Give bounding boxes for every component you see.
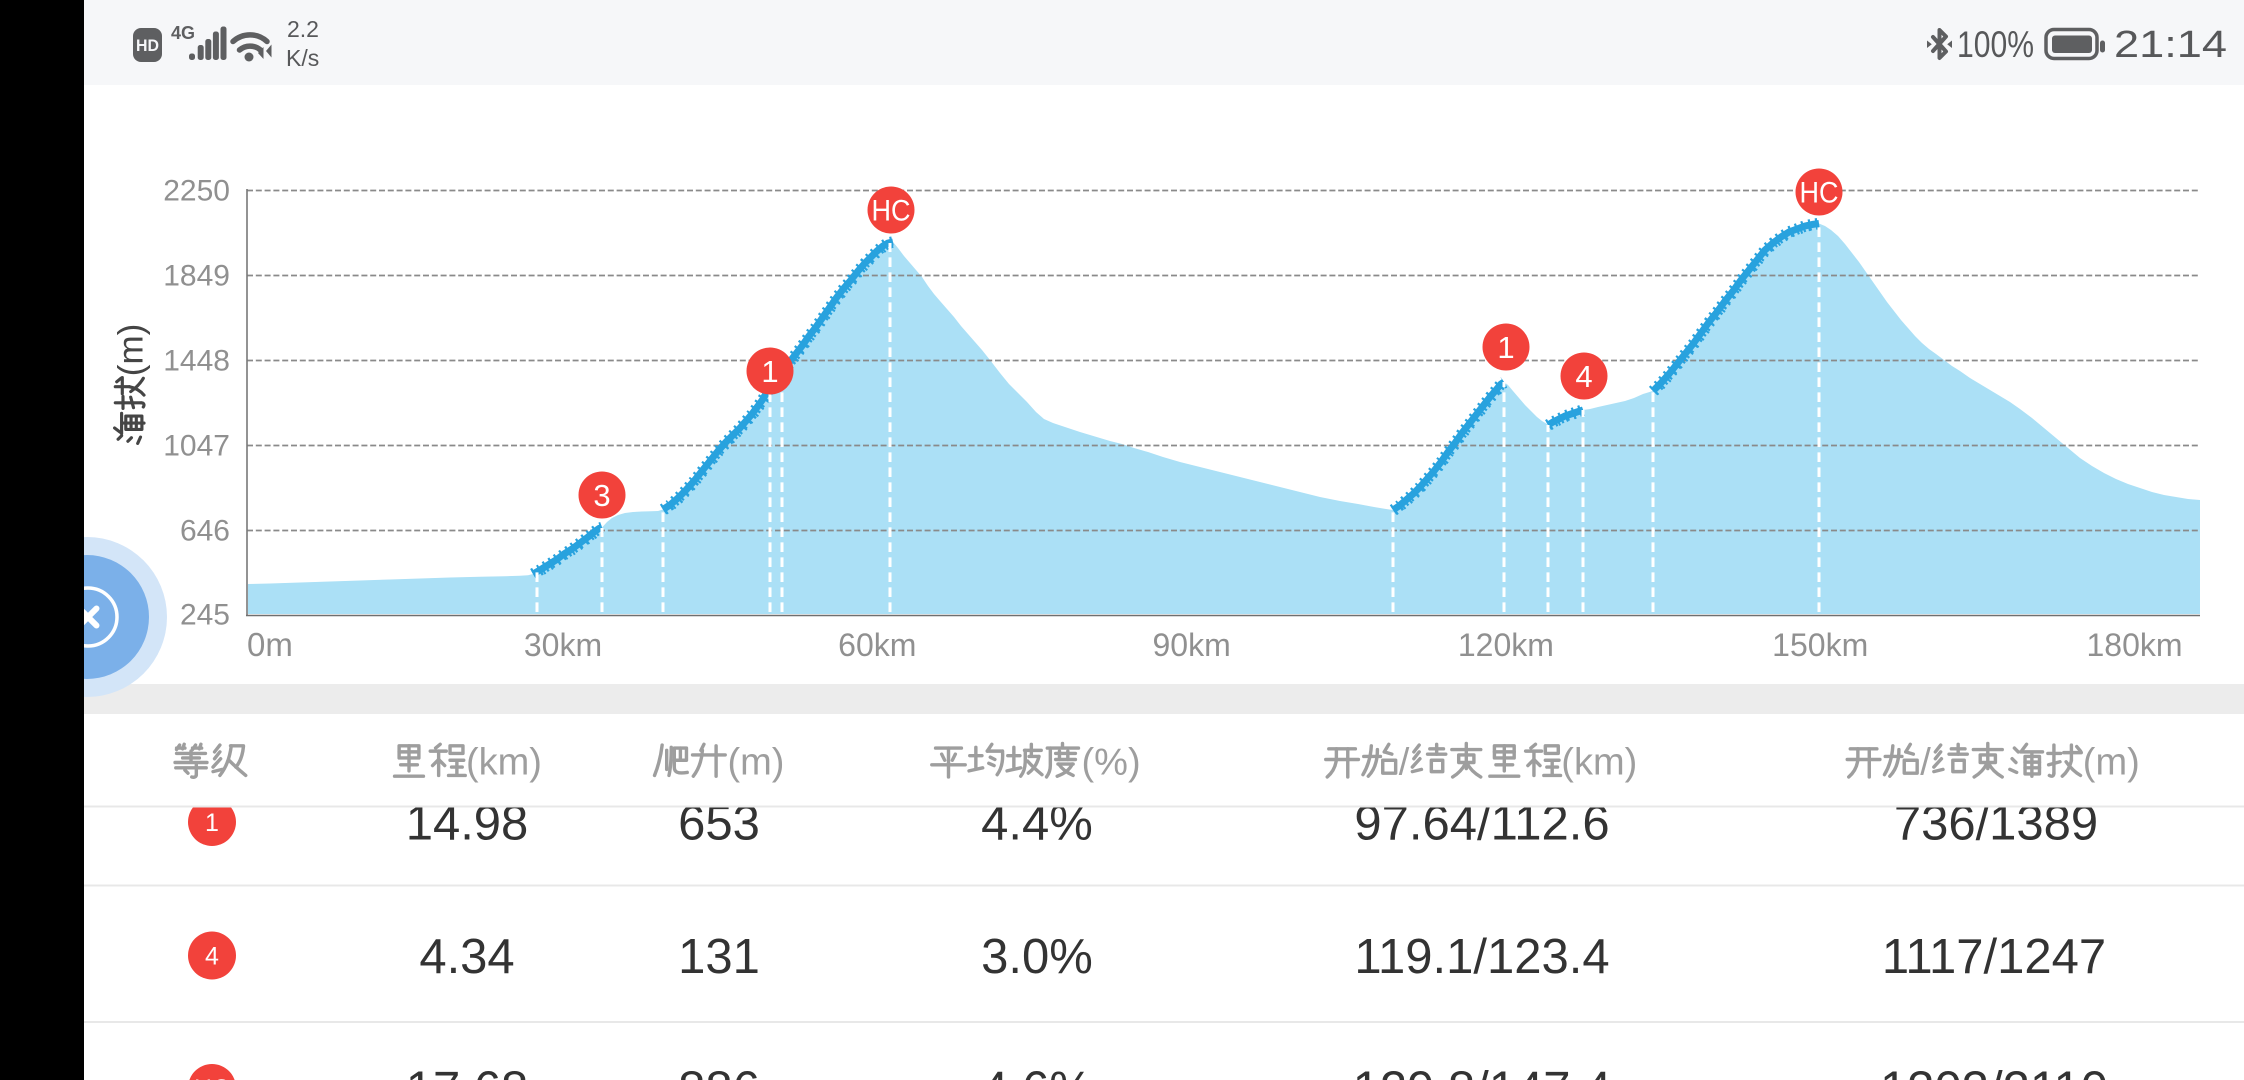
svg-text:97.64/112.6: 97.64/112.6: [1354, 796, 1609, 850]
svg-text:1: 1: [1497, 330, 1514, 365]
svg-text:1: 1: [205, 809, 219, 837]
svg-text:4: 4: [1575, 359, 1592, 394]
svg-text:4.34: 4.34: [419, 930, 514, 984]
svg-text:100%: 100%: [1957, 24, 2034, 65]
svg-text:(m): (m): [2083, 742, 2140, 784]
svg-text:1047: 1047: [163, 430, 230, 463]
svg-text:653: 653: [678, 796, 760, 850]
svg-text:2250: 2250: [163, 175, 230, 208]
svg-text:1303/2110: 1303/2110: [1880, 1062, 2108, 1080]
svg-text:119.1/123.4: 119.1/123.4: [1354, 930, 1609, 984]
svg-text:4.4%: 4.4%: [981, 796, 1093, 850]
svg-text:131: 131: [678, 930, 760, 984]
svg-text:1849: 1849: [163, 260, 230, 293]
svg-text:K/s: K/s: [286, 45, 319, 71]
svg-text:(m): (m): [111, 324, 150, 376]
svg-text:/: /: [1920, 742, 1931, 784]
svg-text:(km): (km): [466, 742, 542, 784]
svg-text:17.68: 17.68: [406, 1062, 529, 1080]
svg-text:0m: 0m: [247, 626, 293, 663]
svg-text:21:14: 21:14: [2114, 24, 2227, 66]
svg-text:245: 245: [180, 599, 230, 632]
svg-text:1448: 1448: [163, 345, 230, 378]
svg-text:30km: 30km: [524, 627, 602, 663]
svg-text:14.98: 14.98: [406, 796, 529, 850]
svg-text:HC: HC: [1800, 177, 1839, 210]
svg-text:HC: HC: [194, 1075, 230, 1080]
svg-text:3.0%: 3.0%: [981, 930, 1093, 984]
svg-text:120km: 120km: [1458, 627, 1554, 663]
svg-text:4G: 4G: [171, 23, 195, 43]
svg-text:646: 646: [180, 515, 230, 548]
svg-text:129.8/147.4: 129.8/147.4: [1353, 1062, 1612, 1080]
svg-text:2.2: 2.2: [287, 16, 319, 42]
svg-text:HC: HC: [872, 195, 911, 228]
svg-text:1117/1247: 1117/1247: [1882, 930, 2106, 984]
svg-text:/: /: [1399, 742, 1410, 784]
svg-text:3: 3: [593, 478, 610, 513]
svg-text:4: 4: [205, 943, 219, 971]
svg-text:1: 1: [761, 354, 778, 389]
svg-text:(%): (%): [1082, 742, 1141, 784]
svg-text:886: 886: [678, 1062, 760, 1080]
svg-text:60km: 60km: [838, 627, 916, 663]
svg-text:4.6%: 4.6%: [981, 1062, 1093, 1080]
svg-text:150km: 150km: [1772, 627, 1868, 663]
svg-text:736/1389: 736/1389: [1894, 796, 2098, 850]
svg-text:(m): (m): [728, 742, 785, 784]
svg-text:(km): (km): [1561, 742, 1637, 784]
svg-text:90km: 90km: [1152, 627, 1230, 663]
svg-text:HD: HD: [136, 36, 159, 55]
svg-text:180km: 180km: [2086, 627, 2182, 663]
